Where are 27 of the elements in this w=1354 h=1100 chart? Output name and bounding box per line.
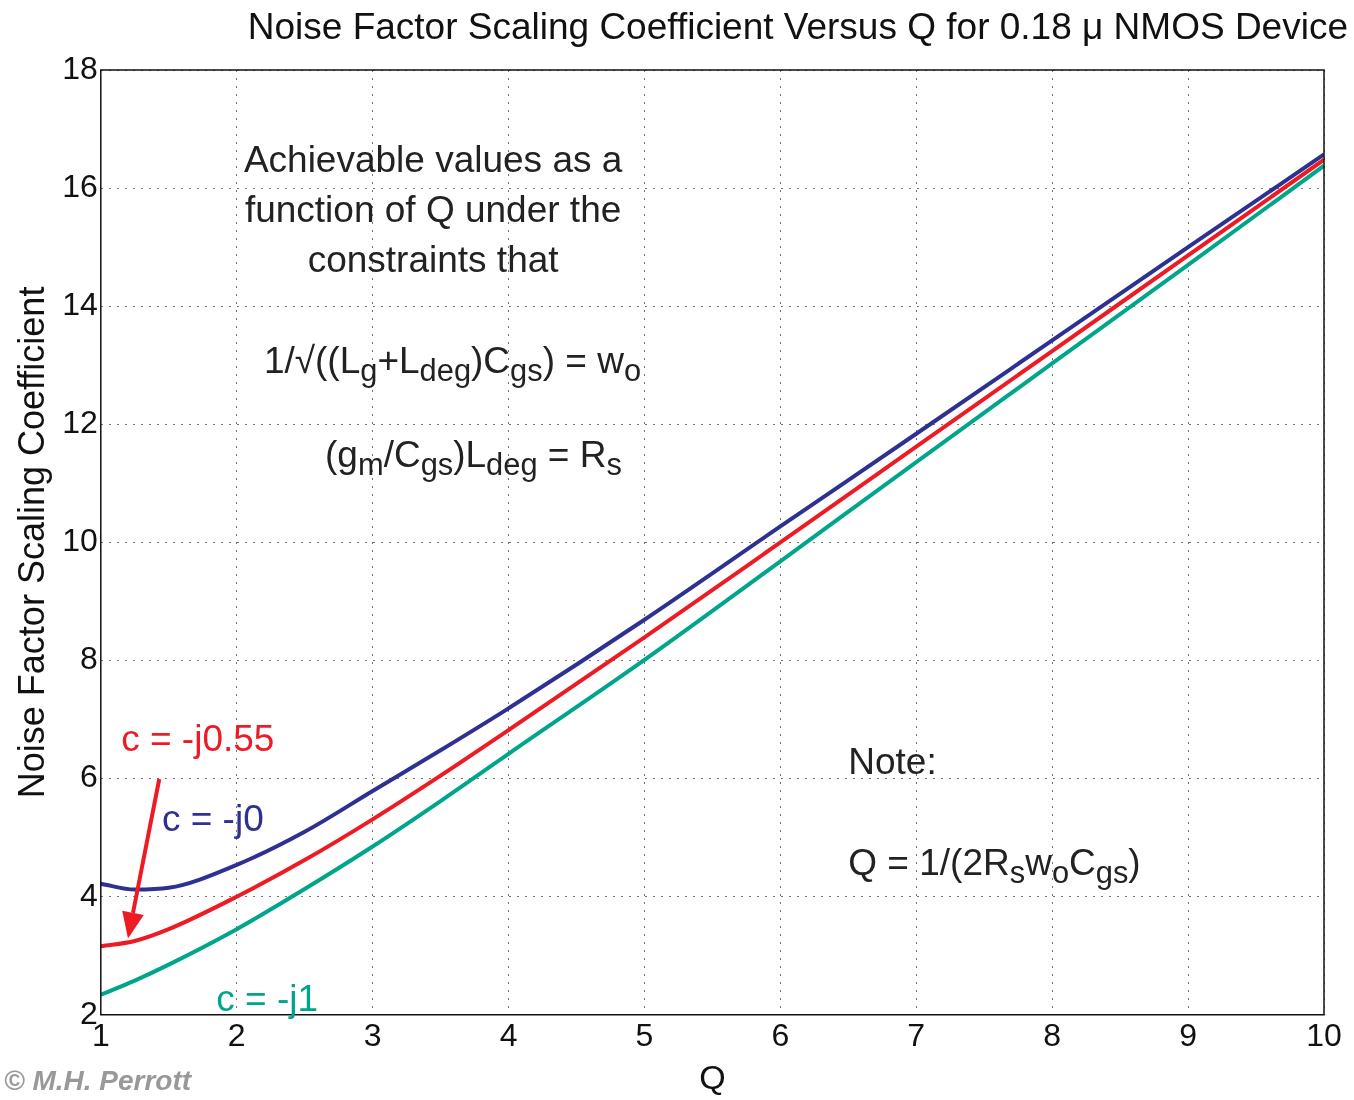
text: c = -j0.55 [121, 718, 275, 761]
annotation: (g$_{m}$/C$_{gs}$)L$_{deg}$ = R$_{s}$ [325, 433, 622, 485]
x-tick-label: 4 [499, 1016, 518, 1053]
x-tick-label: 5 [635, 1016, 654, 1053]
y-tick-label: 18 [62, 49, 98, 86]
x-tick-label: 9 [1179, 1016, 1197, 1053]
y-tick-label: 10 [62, 522, 98, 559]
x-tick-label: 7 [907, 1016, 926, 1053]
x-tick-label: 6 [771, 1016, 790, 1053]
y-tick-label: 8 [80, 640, 98, 677]
x-tick-label: 10 [1306, 1016, 1342, 1053]
y-tick-label: 16 [62, 167, 98, 204]
y-axis-title: Noise Factor Scaling Coefficient [10, 286, 52, 799]
annotation: Achievable values as a function of Q under the constraints that [242, 137, 624, 282]
series-label: c = -j0 [161, 797, 264, 840]
y-tick-label: 4 [80, 876, 98, 913]
x-tick-label: 8 [1043, 1016, 1062, 1053]
chart-title: Noise Factor Scaling Coefficient Versus Q for 0.18 μ NMOS Device [246, 6, 1349, 48]
y-tick-label: 6 [80, 758, 98, 795]
annotation: Q = 1/(2R$_{s}$w$_{o}$C$_{gs}$) [848, 840, 1141, 893]
x-axis-title: Q [699, 1057, 726, 1096]
annotation: 1/√((L$_{g}$+L$_{deg}$)C$_{gs}$) = w$_{o}$ [263, 338, 642, 391]
annotation: Note: [848, 740, 937, 785]
y-tick-label: 12 [62, 404, 98, 441]
x-tick-label: 3 [363, 1016, 382, 1053]
text: © M.H. Perrott [4, 1064, 192, 1098]
y-tick-label: 14 [62, 286, 98, 323]
